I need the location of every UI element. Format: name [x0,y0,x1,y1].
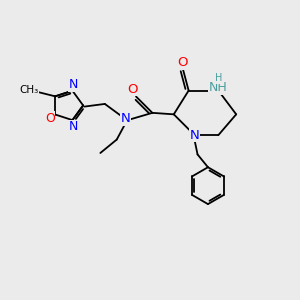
Text: O: O [45,112,55,124]
Text: O: O [177,56,188,69]
Text: NH: NH [209,81,228,94]
Text: H: H [215,73,223,83]
Text: N: N [190,129,200,142]
Text: CH₃: CH₃ [20,85,39,95]
Text: N: N [121,112,130,125]
Text: O: O [127,82,138,96]
Text: N: N [69,120,79,133]
Text: N: N [68,78,78,91]
